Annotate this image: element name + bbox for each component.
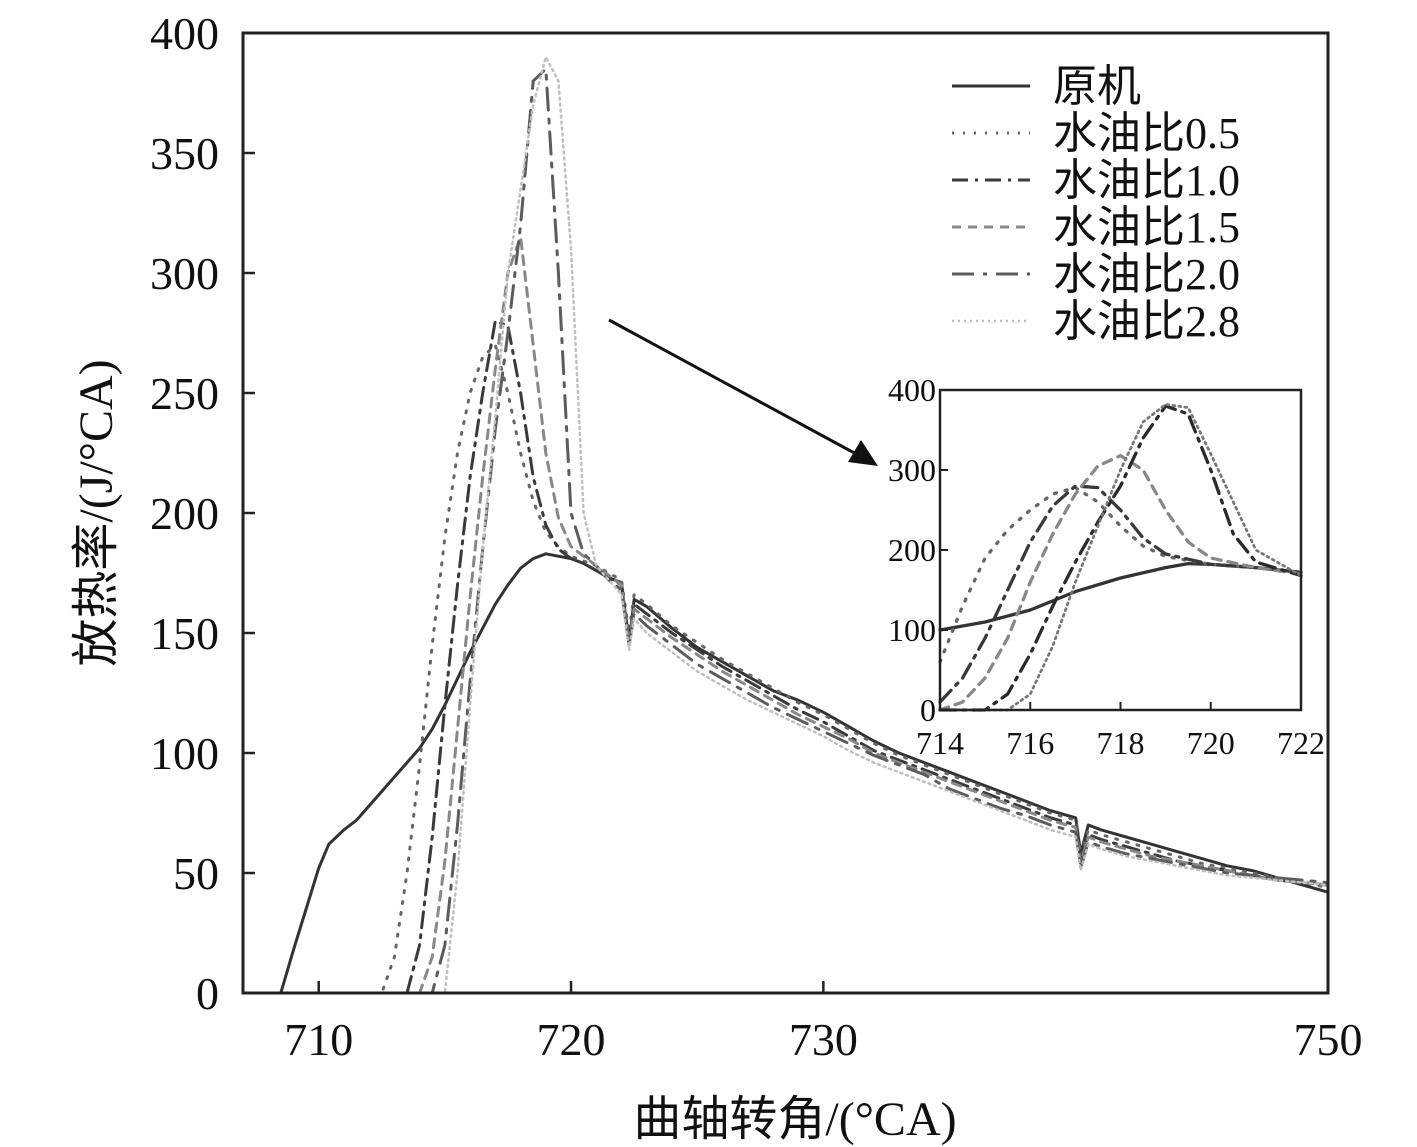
legend-label-2: 水油比0.5 — [1053, 109, 1240, 158]
inset-y-tick-label: 0 — [920, 692, 936, 728]
main-plot-series — [241, 55, 1330, 995]
inset-x-tick-label: 714 — [916, 725, 964, 761]
inset-plot-series — [938, 403, 1303, 712]
main-series-line-2 — [241, 343, 1330, 995]
main-x-tick-label: 710 — [284, 1014, 353, 1065]
inset-series-line-2 — [938, 485, 1303, 664]
main-y-tick-label: 50 — [173, 848, 219, 899]
callout-arrow-line — [608, 318, 859, 457]
inset-x-tick-label: 722 — [1277, 725, 1325, 761]
inset-y-tick-label: 300 — [888, 452, 936, 488]
main-series-line-5 — [241, 67, 1330, 995]
inset-background — [940, 390, 1301, 710]
main-x-tick-label: 750 — [1294, 1014, 1363, 1065]
legend-label-5: 水油比2.0 — [1053, 250, 1240, 299]
main-axes: 710 720 730 750 0 50 100 150 200 250 300 350 400 — [150, 8, 1363, 1065]
inset-axes: 714 716 718 720 722 0 100 200 300 400 — [888, 372, 1325, 761]
main-y-tick-label: 300 — [150, 248, 219, 299]
main-y-tick-label: 200 — [150, 488, 219, 539]
inset-y-tick-label: 400 — [888, 372, 936, 408]
inset-y-tick-label: 100 — [888, 612, 936, 648]
inset-y-tick-label: 200 — [888, 532, 936, 568]
callout-arrowhead — [848, 440, 878, 466]
main-series-line-6 — [241, 55, 1330, 995]
inset-series-line-6 — [938, 403, 1303, 712]
inset-x-tick-label: 718 — [1097, 725, 1145, 761]
inset-series-line-5 — [938, 404, 1303, 712]
x-axis-label: 曲轴转角/(°CA) — [633, 1093, 956, 1146]
main-x-tick-label: 720 — [537, 1014, 606, 1065]
inset-x-tick-label: 720 — [1187, 725, 1235, 761]
main-y-tick-label: 150 — [150, 608, 219, 659]
main-y-tick-label: 350 — [150, 128, 219, 179]
main-y-tick-label: 400 — [150, 8, 219, 59]
inset-series-line-3 — [938, 484, 1303, 704]
main-y-tick-label: 100 — [150, 728, 219, 779]
legend-label-4: 水油比1.5 — [1053, 203, 1240, 252]
main-series-line-3 — [241, 319, 1330, 995]
legend-label-3: 水油比1.0 — [1053, 156, 1240, 205]
y-axis-label: 放热率/(J/°CA) — [70, 359, 123, 666]
main-x-tick-label: 730 — [789, 1014, 858, 1065]
main-y-tick-label: 0 — [196, 968, 219, 1019]
legend-label-6: 水油比2.8 — [1053, 297, 1240, 346]
inset-series-line-4 — [938, 453, 1303, 712]
main-y-tick-label: 250 — [150, 368, 219, 419]
main-series-line-4 — [241, 235, 1330, 995]
inset-x-tick-label: 716 — [1006, 725, 1054, 761]
legend-label-1: 原机 — [1053, 62, 1141, 111]
